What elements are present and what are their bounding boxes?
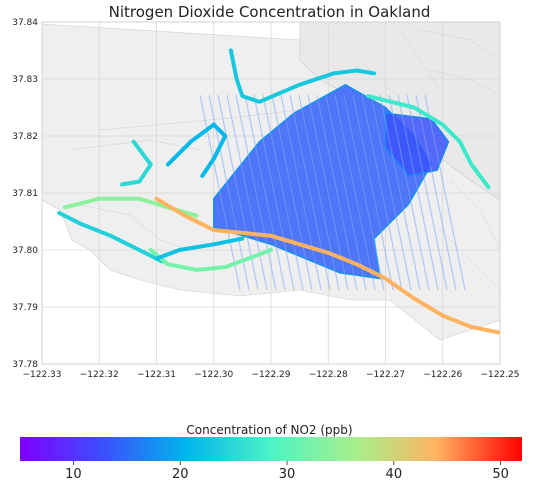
street-grid-block (213, 83, 433, 280)
route-line (154, 196, 500, 335)
street-segment (334, 94, 376, 291)
route-line (366, 94, 491, 190)
x-axis: −122.33 −122.32 −122.31 −122.30 −122.29 −122.… (22, 370, 519, 380)
street-segment (253, 94, 295, 291)
street-segment (388, 94, 430, 291)
street-segment (262, 94, 304, 291)
street-segment (226, 94, 268, 291)
y-tick-label: 37.84 (12, 18, 38, 28)
street-segment (406, 94, 448, 291)
street-segment (298, 94, 340, 291)
x-tick-label: −122.26 (423, 370, 462, 380)
colorbar-tick-label: 50 (492, 467, 509, 482)
street-segment (415, 94, 457, 291)
y-tick-label: 37.79 (12, 303, 38, 313)
y-axis: 37.78 37.79 37.80 37.81 37.82 37.83 37.84 (12, 18, 38, 370)
y-tick-label: 37.80 (12, 246, 38, 256)
street-segment (379, 94, 421, 291)
y-tick-label: 37.78 (12, 360, 38, 370)
route-line (57, 211, 165, 264)
colorbar-tick-label: 10 (65, 467, 82, 482)
chart-title: Nitrogen Dioxide Concentration in Oaklan… (108, 3, 431, 21)
street-segment (289, 94, 331, 291)
no2-measurements (57, 48, 500, 335)
street-segment (316, 94, 358, 291)
street-segment (343, 94, 385, 291)
colorbar-label: Concentration of NO2 (ppb) (186, 423, 353, 437)
route-line (165, 122, 228, 178)
street-grid-hatch (199, 94, 466, 291)
street-segment (397, 94, 439, 291)
street-segment (370, 94, 412, 291)
x-tick-label: −122.32 (80, 370, 119, 380)
colorbar-tick-label: 30 (279, 467, 296, 482)
y-tick-label: 37.81 (12, 189, 38, 199)
street-segment (280, 94, 322, 291)
route-line (154, 236, 245, 261)
street-segment (235, 94, 277, 291)
route-line (148, 248, 273, 272)
y-tick-label: 37.83 (12, 75, 38, 85)
colorbar (20, 437, 522, 461)
x-tick-label: −122.29 (251, 370, 290, 380)
street-segment (352, 94, 394, 291)
colorbar-tick-label: 40 (386, 467, 403, 482)
x-tick-label: −122.30 (194, 370, 233, 380)
x-tick-label: −122.31 (137, 370, 176, 380)
x-tick-label: −122.27 (366, 370, 405, 380)
street-segment (361, 94, 403, 291)
y-tick-label: 37.82 (12, 132, 38, 142)
route-line (228, 48, 376, 104)
street-segment (271, 94, 313, 291)
street-segment (424, 94, 466, 291)
x-tick-label: −122.25 (480, 370, 519, 380)
x-tick-label: −122.28 (309, 370, 348, 380)
plot-frame (41, 21, 501, 365)
colorbar-tick-label: 20 (172, 467, 189, 482)
x-tick-label: −122.33 (22, 370, 61, 380)
street-segment (325, 94, 367, 291)
route-line (120, 139, 153, 187)
colorbar-ticks: 10 20 30 40 50 (65, 461, 509, 482)
street-segment (244, 94, 286, 291)
